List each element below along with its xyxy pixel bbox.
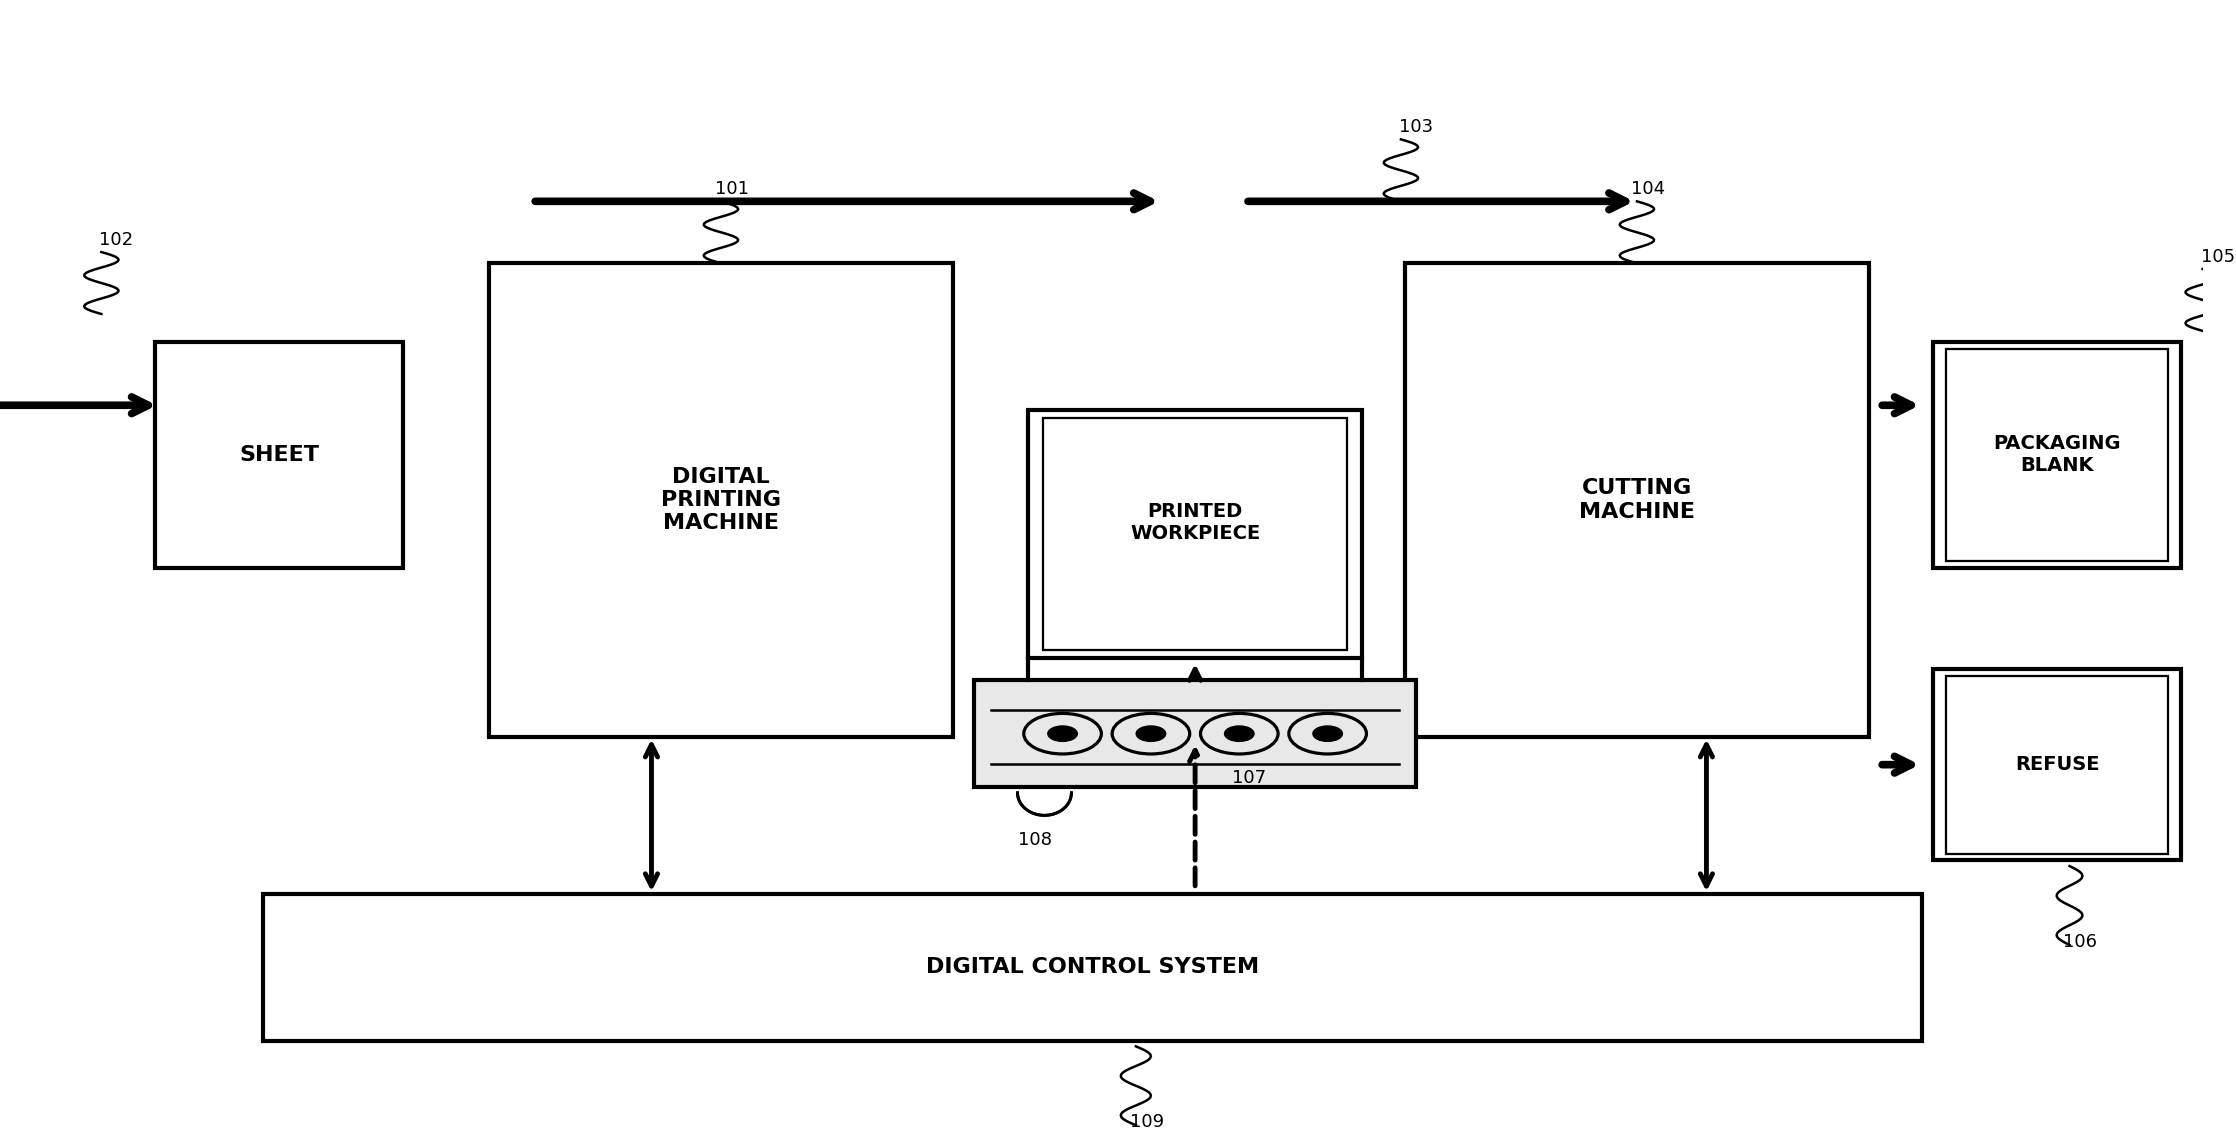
Bar [490, 263, 953, 737]
Text: 107: 107 [1232, 770, 1266, 788]
Bar [1934, 342, 2180, 568]
Bar [975, 680, 1415, 788]
Bar [1029, 410, 1362, 657]
Text: DIGITAL CONTROL SYSTEM: DIGITAL CONTROL SYSTEM [926, 958, 1259, 977]
Circle shape [1049, 726, 1078, 741]
Bar [1934, 669, 2180, 860]
Text: 106: 106 [2064, 933, 2097, 951]
Text: PRINTED
WORKPIECE: PRINTED WORKPIECE [1129, 502, 1261, 543]
Text: SHEET: SHEET [239, 445, 320, 465]
Text: PACKAGING
BLANK: PACKAGING BLANK [1992, 435, 2122, 476]
Circle shape [1225, 726, 1254, 741]
Text: 102: 102 [98, 230, 134, 249]
Text: 108: 108 [1017, 831, 1053, 849]
Text: DIGITAL
PRINTING
MACHINE: DIGITAL PRINTING MACHINE [662, 466, 780, 533]
Text: CUTTING
MACHINE: CUTTING MACHINE [1579, 478, 1695, 521]
Text: 103: 103 [1400, 118, 1433, 136]
Text: 101: 101 [716, 180, 749, 197]
Text: 104: 104 [1630, 180, 1666, 197]
Text: 105: 105 [2200, 247, 2234, 266]
Circle shape [1313, 726, 1342, 741]
Bar [1044, 418, 1346, 649]
Text: 109: 109 [1129, 1112, 1163, 1130]
Bar [264, 894, 1923, 1041]
Bar [1945, 675, 2169, 854]
Text: REFUSE: REFUSE [2015, 755, 2100, 774]
Bar [154, 342, 402, 568]
Bar [1404, 263, 1869, 737]
Bar [1945, 348, 2169, 561]
Circle shape [1136, 726, 1165, 741]
